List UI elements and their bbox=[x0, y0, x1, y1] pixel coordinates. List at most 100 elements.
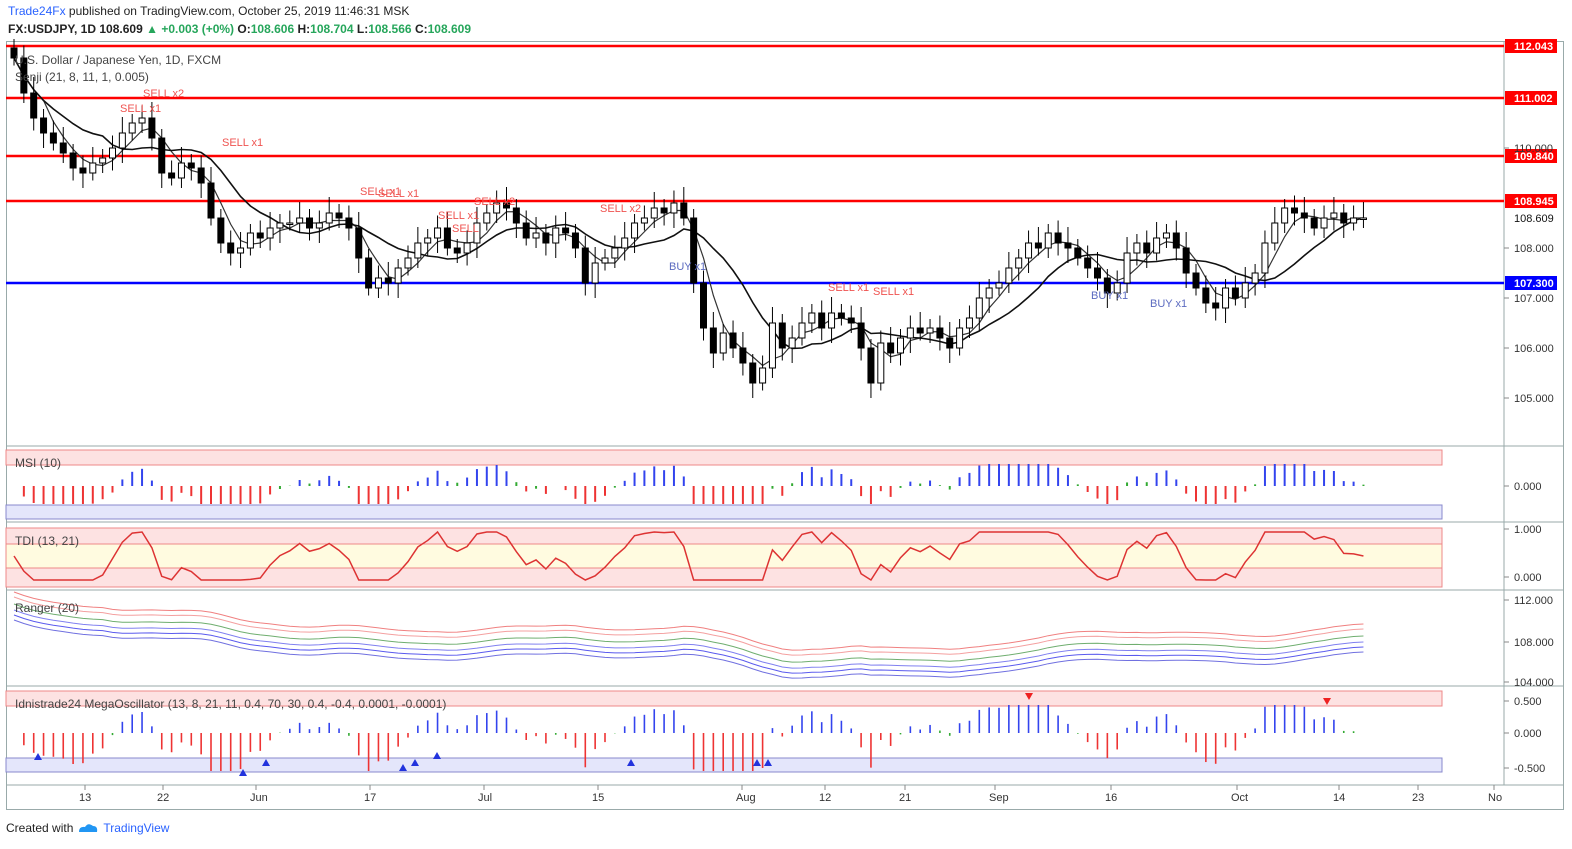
signal-label: BUY x1 bbox=[669, 261, 706, 273]
time-axis[interactable]: 13 22 Jun 17 Jul 15 Aug 12 21 Sep 16 Oct 14 23 No bbox=[79, 785, 1502, 804]
level-price-text: 107.300 bbox=[1514, 278, 1554, 290]
change-arrow-icon: ▲ bbox=[146, 22, 158, 36]
pane-tick-label: -0.500 bbox=[1514, 763, 1545, 775]
buy-arrow-icon bbox=[627, 759, 635, 766]
candle-body bbox=[89, 162, 97, 174]
open-label: O: bbox=[237, 22, 251, 36]
footer: Created with TradingView bbox=[6, 821, 169, 835]
price-change: +0.003 (+0%) bbox=[161, 22, 235, 36]
candle-body bbox=[1034, 242, 1042, 249]
buy-arrow-icon bbox=[262, 759, 270, 766]
candle-body bbox=[246, 232, 254, 249]
level-price-text: 112.043 bbox=[1514, 41, 1553, 53]
pane-tick-label: 0.000 bbox=[1514, 572, 1542, 584]
candle-body bbox=[1261, 242, 1269, 274]
candle-body bbox=[335, 212, 343, 219]
candle-body bbox=[601, 257, 609, 264]
created-with-text: Created with bbox=[6, 821, 74, 835]
signal-label: SELL x1 bbox=[360, 186, 401, 198]
x-tick-label: Oct bbox=[1231, 792, 1248, 804]
candle-body bbox=[1143, 242, 1151, 254]
candle-body bbox=[1340, 212, 1348, 224]
candle-body bbox=[640, 217, 648, 224]
signal-label: SELL x1 bbox=[222, 137, 263, 149]
candle-body bbox=[768, 322, 776, 369]
tdi-line bbox=[13, 530, 1364, 582]
candle-body bbox=[20, 57, 28, 94]
candle-body bbox=[1330, 212, 1338, 219]
symbol-line: FX:USDJPY, 1D 108.609 ▲ +0.003 (+0%) O:1… bbox=[8, 22, 471, 36]
candle-body bbox=[1094, 267, 1101, 279]
x-tick-label: Jun bbox=[250, 792, 268, 804]
candle-body bbox=[1153, 237, 1161, 254]
candle-body bbox=[99, 157, 107, 164]
candle-body bbox=[1113, 282, 1121, 294]
candle-body bbox=[837, 312, 845, 319]
ranger-line bbox=[13, 609, 1364, 669]
publisher-link[interactable]: Trade24Fx bbox=[8, 4, 66, 18]
chart-frame[interactable] bbox=[6, 41, 1564, 810]
tradingview-brand-link[interactable]: TradingView bbox=[103, 821, 170, 835]
candle-body bbox=[493, 202, 501, 214]
candle-body bbox=[1192, 272, 1200, 289]
msi-histogram bbox=[22, 464, 1365, 504]
ranger-line bbox=[13, 591, 1364, 651]
candle-body bbox=[916, 327, 924, 334]
candle-body bbox=[778, 322, 786, 349]
open-value: 108.606 bbox=[250, 22, 295, 36]
symbol-price: FX:USDJPY, 1D 108.609 bbox=[8, 22, 143, 36]
candle-body bbox=[818, 312, 826, 329]
candle-body bbox=[355, 227, 363, 259]
candle-body bbox=[1212, 302, 1220, 309]
mega-oscillator-histogram bbox=[23, 693, 1355, 776]
overlay-label: Senji (21, 8, 11, 1, 0.005) bbox=[15, 70, 149, 84]
signal-label: SELL x1 bbox=[378, 188, 419, 200]
candle-body bbox=[158, 137, 166, 174]
candle-body bbox=[690, 217, 698, 284]
signal-label: SELL x2 bbox=[143, 88, 184, 100]
candle-body bbox=[306, 217, 313, 229]
candle-body bbox=[207, 182, 215, 219]
candle-body bbox=[522, 222, 530, 239]
x-tick-label: Jul bbox=[478, 792, 492, 804]
ranger-line bbox=[13, 619, 1364, 679]
candle-body bbox=[1320, 217, 1328, 229]
senji-fast-line bbox=[13, 57, 1364, 367]
candle-body bbox=[463, 242, 471, 254]
candle-body bbox=[128, 122, 136, 134]
signal-label: BUY x1 bbox=[1091, 290, 1128, 302]
x-tick-label: 21 bbox=[899, 792, 911, 804]
price-axis[interactable]: 112.043 111.002 109.840 108.945 107.300 110.0… bbox=[1504, 39, 1557, 775]
signal-label: SELL x1 bbox=[438, 210, 479, 222]
signal-label: BUY x1 bbox=[1150, 298, 1187, 310]
candle-body bbox=[1310, 217, 1318, 229]
candle-body bbox=[611, 247, 619, 259]
candle-body bbox=[877, 342, 885, 384]
candle-body bbox=[315, 222, 323, 229]
msi-upper-band bbox=[5, 449, 1443, 466]
y-tick-label: 105.000 bbox=[1514, 393, 1554, 405]
candle-body bbox=[424, 237, 432, 244]
buy-arrow-icon bbox=[411, 759, 419, 766]
tradingview-cloud-icon bbox=[79, 824, 98, 832]
level-price-tag bbox=[1505, 91, 1557, 105]
signal-label: SELL x1 bbox=[873, 286, 914, 298]
candle-body bbox=[325, 212, 333, 224]
candle-body bbox=[1271, 222, 1279, 244]
candle-body bbox=[739, 347, 747, 364]
candle-body bbox=[1084, 257, 1092, 269]
y-tick-label: 106.000 bbox=[1514, 343, 1554, 355]
candle-body bbox=[1025, 242, 1033, 259]
high-value: 108.704 bbox=[310, 22, 354, 36]
candle-body bbox=[227, 242, 235, 254]
candle-body bbox=[197, 167, 205, 184]
candle-body bbox=[719, 332, 727, 354]
pane-tick-label: 0.000 bbox=[1514, 481, 1542, 493]
x-tick-label: Sep bbox=[989, 792, 1009, 804]
candle-body bbox=[286, 222, 294, 225]
candle-body bbox=[532, 232, 540, 239]
candle-body bbox=[266, 227, 274, 239]
candle-body bbox=[1054, 232, 1062, 244]
